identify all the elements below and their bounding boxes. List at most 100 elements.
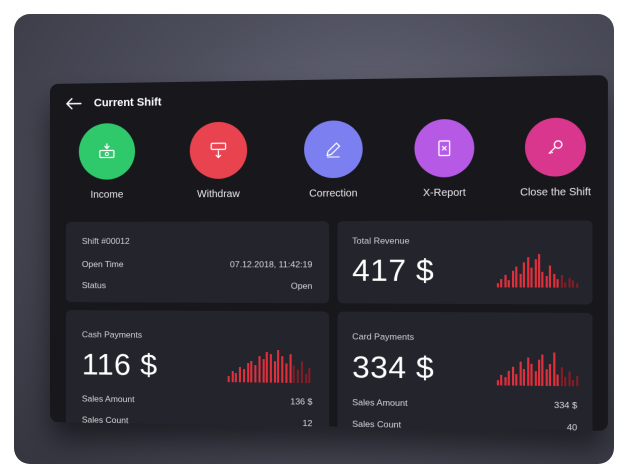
sparkline-bar: [239, 367, 242, 383]
sparkline-bar: [526, 257, 529, 288]
sparkline-bar: [504, 377, 507, 386]
sparkline-bar: [511, 366, 514, 386]
back-arrow-icon[interactable]: [66, 97, 82, 110]
sparkline-bar: [277, 350, 280, 383]
total-revenue-amount: 417 $: [352, 254, 435, 289]
card-sales-count-value: 40: [566, 421, 578, 431]
sparkline-bar: [534, 259, 537, 288]
card-payments-sparkline: [496, 352, 580, 387]
sparkline-bar: [262, 359, 265, 383]
open-time-label: Open Time: [81, 259, 124, 270]
sparkline-bar: [289, 354, 292, 383]
sparkline-bar: [526, 357, 529, 386]
sparkline-bar: [285, 363, 288, 383]
sparkline-bar: [530, 267, 533, 288]
sparkline-bar: [568, 371, 571, 387]
sparkline-bar: [515, 266, 518, 288]
income-circle[interactable]: [78, 122, 136, 180]
correction-label: Correction: [309, 188, 358, 200]
card-payments-amount: 334 $: [352, 350, 435, 386]
sparkline-bar: [571, 280, 575, 288]
sparkline-bar: [496, 380, 500, 386]
sparkline-bar: [560, 275, 563, 288]
sparkline-bar: [560, 367, 563, 387]
sparkline-bar: [227, 376, 230, 383]
total-revenue-card: Total Revenue 417 $: [337, 220, 593, 305]
x-report-button[interactable]: X-Report: [391, 118, 498, 200]
sparkline-bar: [500, 279, 503, 288]
cash-sales-count-label: Sales Count: [81, 414, 129, 426]
card-sales-count-label: Sales Count: [352, 418, 402, 430]
status-label: Status: [81, 280, 106, 291]
status-row: Status Open: [82, 280, 313, 291]
status-value: Open: [290, 280, 313, 291]
close-shift-button[interactable]: Close the Shift: [501, 117, 608, 199]
sparkline-bar: [515, 374, 518, 386]
sparkline-bar: [575, 375, 578, 387]
close-shift-circle[interactable]: [524, 117, 586, 177]
sparkline-bar: [300, 361, 303, 384]
total-revenue-title: Total Revenue: [352, 235, 410, 246]
sparkline-bar: [556, 279, 559, 288]
cash-payments-sparkline: [227, 350, 313, 384]
shift-card: Shift #00012 Open Time 07.12.2018, 11:42…: [65, 221, 330, 304]
sparkline-bar: [534, 371, 537, 386]
cash-out-icon: [209, 141, 227, 159]
sparkline-bar: [519, 361, 522, 386]
sparkline-bar: [281, 356, 284, 383]
sparkline-bar: [519, 273, 522, 288]
total-revenue-sparkline: [496, 254, 580, 288]
sparkline-bar: [246, 363, 249, 383]
sparkline-bar: [568, 278, 571, 288]
income-label: Income: [90, 189, 124, 201]
cash-payments-amount: 116 $: [81, 348, 158, 383]
x-report-label: X-Report: [422, 187, 466, 200]
cash-sales-count-row: Sales Count 12: [82, 414, 313, 428]
cash-sales-amount-value: 136 $: [290, 396, 313, 407]
sparkline-bar: [553, 352, 556, 387]
sparkline-bar: [508, 370, 511, 386]
sparkline-bar: [541, 354, 544, 386]
sparkline-bar: [545, 276, 548, 288]
card-payments-title: Card Payments: [352, 331, 415, 342]
withdraw-button[interactable]: Withdraw: [167, 121, 269, 200]
sparkline-bar: [571, 379, 575, 387]
sparkline-bar: [254, 365, 257, 383]
sparkline-bar: [235, 373, 238, 383]
sparkline-bar: [508, 280, 511, 288]
pencil-icon: [324, 140, 343, 159]
sparkline-bar: [564, 376, 567, 387]
x-report-circle[interactable]: [414, 118, 475, 178]
cash-payments-card: Cash Payments 116 $ Sales Amount 136 $ S…: [65, 310, 330, 431]
sparkline-bar: [545, 369, 548, 386]
sparkline-bar: [496, 283, 500, 288]
card-sales-amount-row: Sales Amount 334 $: [352, 397, 577, 410]
header: Current Shift: [66, 96, 162, 109]
correction-button[interactable]: Correction: [281, 120, 386, 200]
report-icon: [435, 139, 454, 158]
open-time-row: Open Time 07.12.2018, 11:42:19: [82, 259, 313, 269]
sparkline-bar: [549, 265, 552, 288]
action-bar: Income Withdraw Correcti: [50, 117, 608, 214]
card-sales-amount-value: 334 $: [554, 399, 578, 411]
shift-number: Shift #00012: [81, 235, 130, 246]
sparkline-bar: [293, 365, 296, 383]
sparkline-bar: [522, 368, 526, 386]
cash-sales-count-value: 12: [302, 417, 313, 429]
withdraw-circle[interactable]: [189, 121, 248, 180]
sparkline-bar: [308, 367, 311, 384]
card-sales-amount-label: Sales Amount: [352, 396, 408, 409]
correction-circle[interactable]: [304, 120, 363, 179]
key-icon: [546, 138, 566, 157]
cash-sales-amount-label: Sales Amount: [81, 393, 135, 405]
pos-screen: Current Shift Income: [50, 75, 608, 431]
sparkline-bar: [537, 254, 541, 288]
sparkline-bar: [265, 351, 269, 383]
income-button[interactable]: Income: [57, 122, 157, 201]
card-payments-card: Card Payments 334 $ Sales Amount 334 $ S…: [337, 311, 593, 431]
sparkline-bar: [304, 373, 307, 384]
sparkline-bar: [296, 369, 299, 383]
cash-payments-title: Cash Payments: [81, 329, 143, 340]
sparkline-bar: [575, 283, 578, 288]
sparkline-bar: [549, 363, 552, 387]
